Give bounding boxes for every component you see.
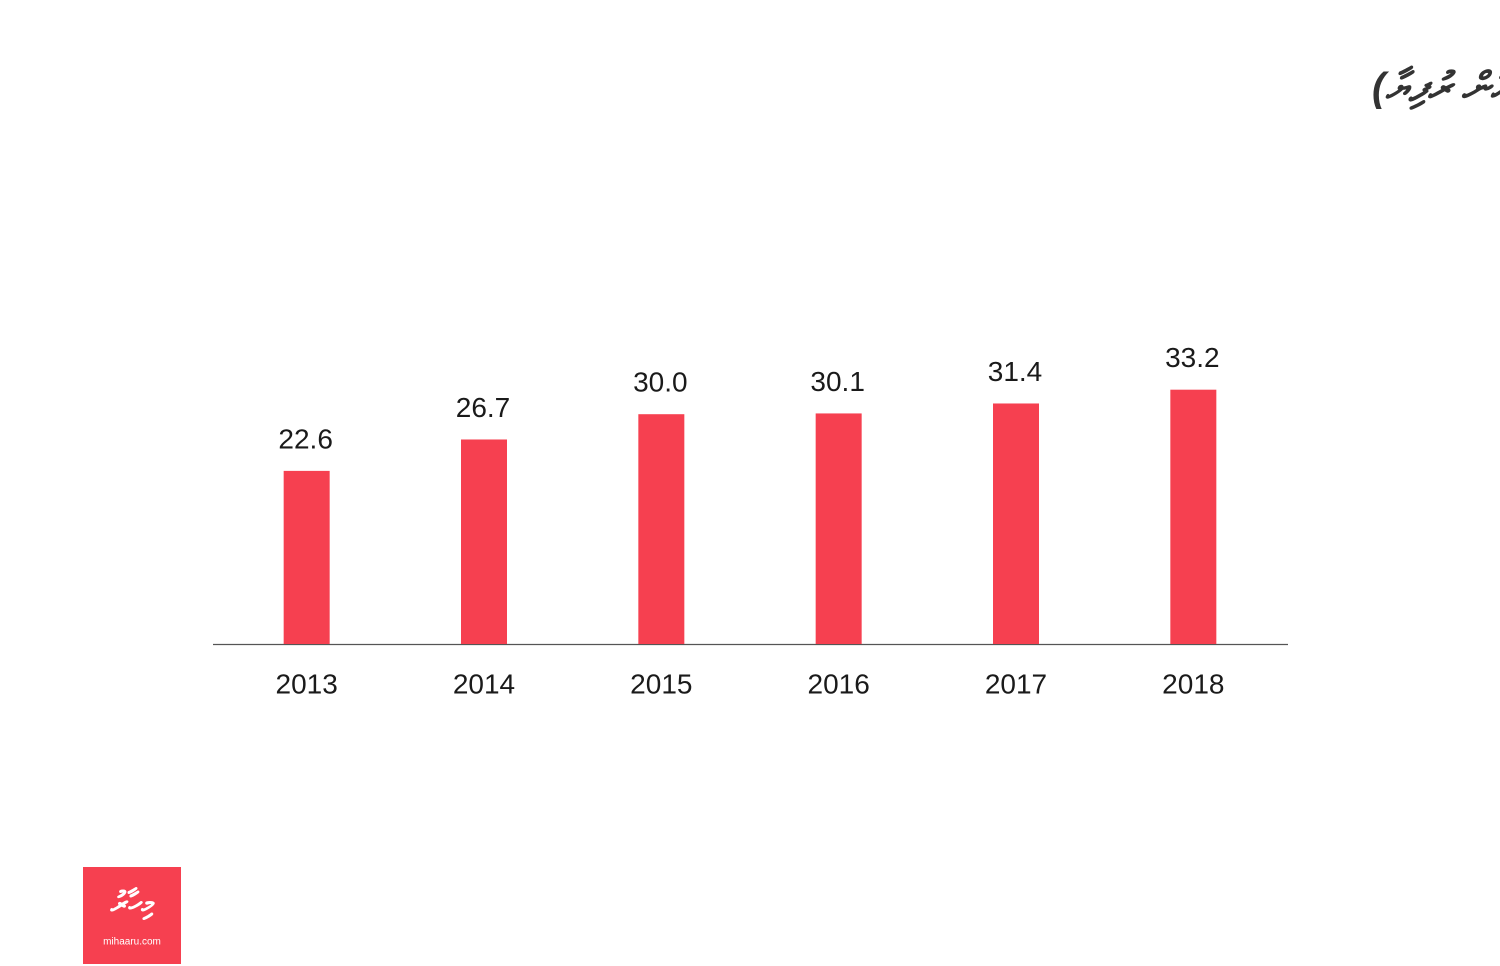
value-label: 33.2 [1165, 342, 1220, 373]
x-tick-label: 2017 [985, 668, 1047, 699]
value-label: 30.0 [633, 367, 688, 398]
chart-title: ޓޫރިޒަމް ސެކްޓަރުން ލިބުނު އާމްދަނީ (ބިލ… [1372, 66, 1500, 114]
bar [638, 414, 685, 644]
bar [993, 403, 1039, 644]
logo-name: މިހާރު [110, 887, 156, 921]
x-tick-label: 2015 [630, 668, 692, 699]
x-tick-label: 2014 [453, 668, 515, 699]
bar [461, 439, 507, 644]
logo-url: mihaaru.com [103, 937, 161, 948]
value-label: 31.4 [988, 356, 1043, 387]
value-label: 26.7 [456, 392, 511, 423]
x-tick-label: 2018 [1162, 668, 1224, 699]
logo: މިހާރު mihaaru.com [83, 867, 181, 964]
x-tick-label: 2016 [808, 668, 870, 699]
logo-box [83, 867, 181, 964]
x-tick-label: 2013 [276, 668, 338, 699]
bar [1170, 389, 1217, 644]
value-label: 22.6 [278, 423, 333, 454]
value-label: 30.1 [810, 366, 865, 397]
bar [283, 470, 330, 644]
bar [815, 413, 862, 644]
